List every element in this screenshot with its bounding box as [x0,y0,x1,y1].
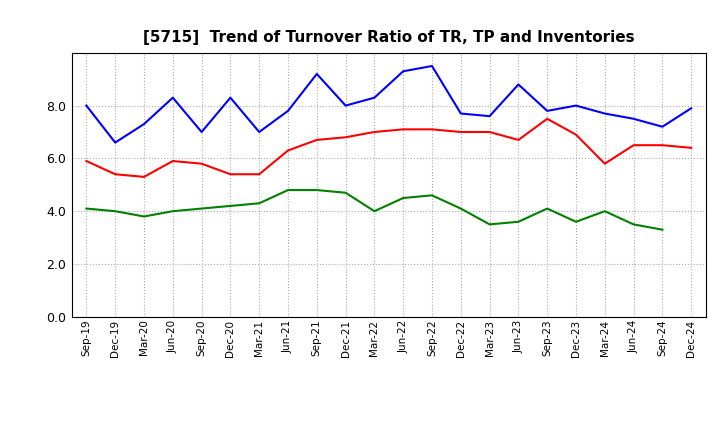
Title: [5715]  Trend of Turnover Ratio of TR, TP and Inventories: [5715] Trend of Turnover Ratio of TR, TP… [143,29,634,45]
